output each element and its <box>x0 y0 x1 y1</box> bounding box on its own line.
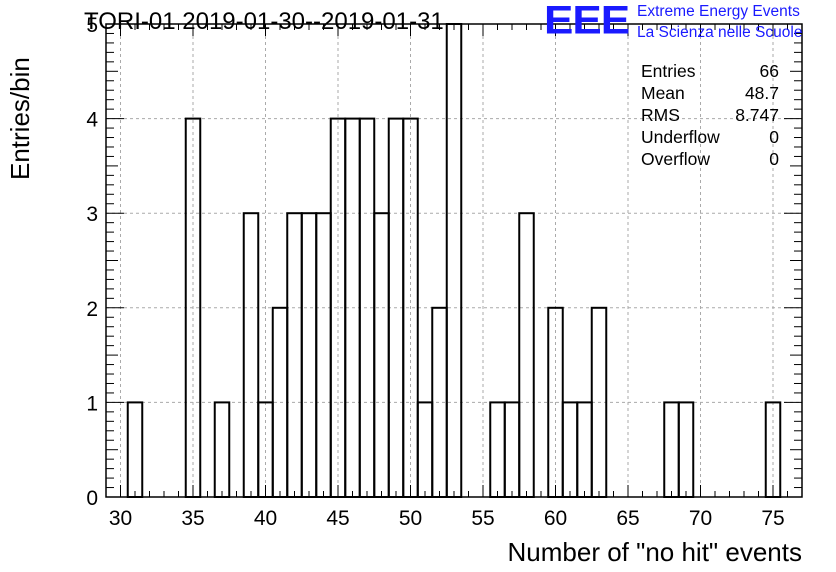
y-tick-label: 0 <box>86 487 98 510</box>
stats-entries: Entries 66 <box>641 60 779 82</box>
histogram-bar <box>503 401 521 498</box>
y-axis-label: Entries/bin <box>5 57 35 180</box>
stats-underflow-label: Underflow <box>641 127 720 147</box>
histogram-bar <box>315 212 332 498</box>
x-tick-label: 35 <box>181 507 204 530</box>
histogram-bar <box>489 401 506 498</box>
x-tick-label: 65 <box>616 507 639 530</box>
stats-rms: RMS 8.747 <box>641 104 779 126</box>
stats-underflow-value: 0 <box>769 127 779 147</box>
y-tick-label: 2 <box>86 298 98 321</box>
histogram-bar <box>213 401 231 498</box>
histogram-bar <box>518 212 535 498</box>
y-tick-label: 1 <box>86 392 98 415</box>
y-tick-label: 5 <box>86 14 98 37</box>
histogram-bar <box>576 401 593 498</box>
stats-entries-label: Entries <box>641 61 696 81</box>
logo-line-2: La Scienza nelle Scuole <box>637 24 803 41</box>
stats-rms-label: RMS <box>641 105 680 125</box>
stats-overflow-value: 0 <box>769 149 779 169</box>
stats-mean-label: Mean <box>641 83 685 103</box>
eee-logo-mark: EEE <box>544 0 630 43</box>
stats-box: Entries 66 Mean 48.7 RMS 8.747 Underflow… <box>641 60 779 170</box>
x-tick-label: 75 <box>761 507 784 530</box>
histogram-bar <box>677 401 695 498</box>
y-tick-label: 4 <box>86 109 98 132</box>
stats-overflow: Overflow 0 <box>641 148 779 170</box>
stats-mean: Mean 48.7 <box>641 82 779 104</box>
stats-overflow-label: Overflow <box>641 149 711 169</box>
x-axis-label: Number of "no hit" events <box>507 537 803 567</box>
histogram-bar <box>286 212 303 498</box>
histogram-bar <box>126 401 144 498</box>
histogram-bar <box>416 401 434 498</box>
histogram-bar <box>242 212 260 498</box>
stats-rms-value: 8.747 <box>735 105 779 125</box>
x-tick-label: 45 <box>326 507 349 530</box>
histogram-bar <box>445 23 463 498</box>
x-tick-label: 60 <box>544 507 567 530</box>
histogram-bar <box>663 401 680 498</box>
x-tick-label: 30 <box>109 507 132 530</box>
x-tick-label: 70 <box>689 507 712 530</box>
x-tick-label: 40 <box>254 507 277 530</box>
x-tick-label: 55 <box>471 507 494 530</box>
histogram-bar <box>373 212 390 498</box>
eee-logo-text: Extreme Energy Events La Scienza nelle S… <box>637 1 802 43</box>
histogram-bar <box>561 401 579 498</box>
stats-underflow: Underflow 0 <box>641 126 779 148</box>
histogram-bar <box>300 212 318 498</box>
x-tick-label: 50 <box>399 507 422 530</box>
chart-title: TORI-01 2019-01-30--2019-01-31 <box>84 8 444 35</box>
y-tick-label: 3 <box>86 203 98 226</box>
logo-line-1: Extreme Energy Events <box>637 3 800 20</box>
stats-mean-value: 48.7 <box>744 83 779 103</box>
stats-entries-value: 66 <box>759 61 779 81</box>
